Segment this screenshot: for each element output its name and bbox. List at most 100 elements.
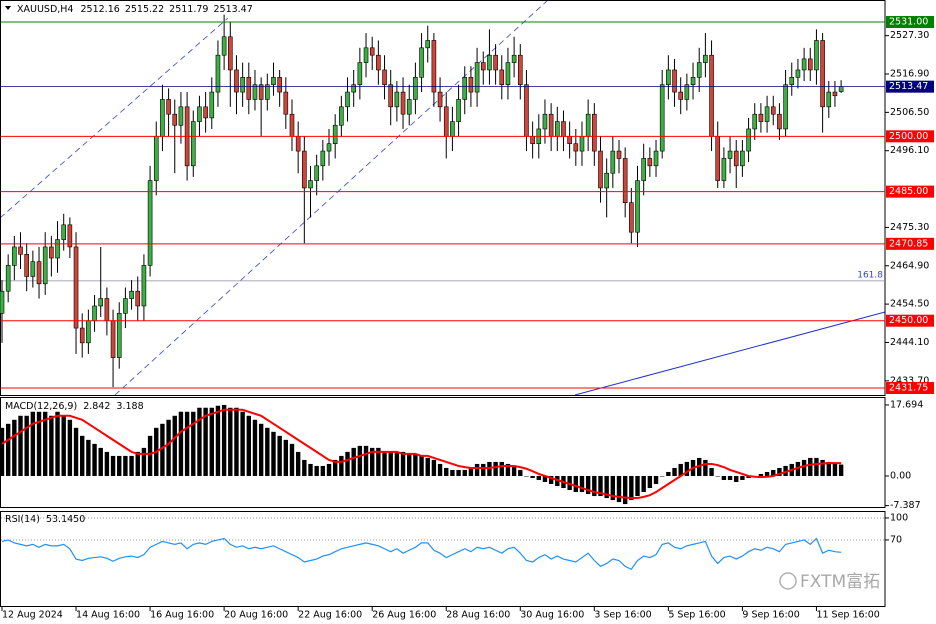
candle-body: [36, 261, 42, 285]
macd-bar: [86, 439, 91, 476]
level-label: 2500.00: [889, 131, 928, 142]
candle-body: [474, 62, 480, 93]
macd-bar: [98, 447, 103, 476]
macd-bar: [653, 475, 659, 485]
macd-bar: [598, 475, 603, 497]
candle-body: [277, 77, 282, 93]
y-tick-label: 100: [890, 512, 908, 523]
close: 2513.47: [213, 4, 252, 15]
candle-body: [92, 305, 97, 321]
macd-bar: [246, 415, 251, 476]
macd-bar: [42, 411, 48, 476]
macd-bar: [419, 455, 424, 476]
x-tick-label: 9 Sep 16:00: [742, 610, 799, 621]
y-tick-label: -7.387: [890, 500, 921, 511]
level-label: 2431.75: [889, 382, 928, 393]
candle-body: [215, 54, 221, 93]
candle-body: [517, 54, 523, 86]
y-tick-label: 2433.70: [890, 375, 929, 386]
candle-body: [221, 36, 227, 56]
macd-bar: [474, 463, 480, 476]
candle-body: [141, 265, 147, 307]
macd-bar: [777, 467, 782, 476]
candle-body: [554, 121, 560, 137]
candle-body: [462, 77, 468, 100]
macd-bar: [530, 475, 535, 478]
candle-body: [116, 313, 122, 358]
macd-bar: [431, 459, 437, 476]
macd-bar: [265, 427, 270, 476]
macd-bar: [30, 411, 36, 476]
macd-bar: [67, 419, 73, 476]
macd-bar: [110, 455, 116, 476]
macd-bar: [215, 405, 221, 476]
macd-bar: [622, 475, 628, 505]
macd-bar: [715, 475, 720, 477]
macd-bar: [659, 475, 665, 477]
candle-body: [592, 113, 597, 152]
y-tick-label: 2464.90: [890, 260, 929, 271]
candle-body: [770, 106, 776, 115]
level-box: [886, 237, 934, 250]
candle-body: [647, 158, 653, 167]
y-tick-label: 0.00: [890, 470, 911, 481]
level-label: 2450.00: [889, 315, 928, 326]
candle-body: [709, 54, 714, 137]
candle-body: [104, 298, 110, 321]
candle-body: [252, 84, 258, 100]
macd-bar: [24, 415, 29, 476]
macd-bar: [289, 443, 295, 476]
macd-bar: [641, 475, 646, 493]
candle-body: [5, 265, 11, 292]
candle-body: [450, 121, 455, 137]
candle-body: [376, 54, 381, 71]
candle-body: [746, 128, 751, 152]
candle-body: [339, 106, 344, 126]
macd-bar: [172, 415, 177, 476]
candle-body: [425, 40, 431, 49]
candle-body: [733, 150, 739, 167]
candle-body: [357, 62, 363, 86]
level-label: 2470.85: [889, 238, 928, 249]
candle-body: [542, 113, 548, 130]
candle-body: [499, 69, 505, 86]
candle-body: [431, 40, 437, 93]
macd-bar: [684, 461, 690, 476]
candle-body: [295, 136, 301, 152]
macd-bar: [499, 461, 504, 476]
y-tick-label: 2454.50: [890, 299, 929, 310]
candle-body: [110, 320, 116, 358]
level-box: [886, 381, 934, 394]
candle-body: [345, 91, 350, 108]
macd-bar: [678, 463, 683, 476]
candle-body: [653, 150, 659, 167]
candle-body: [437, 91, 443, 108]
candle-body: [795, 69, 801, 78]
macd-bar: [814, 457, 819, 476]
macd-bar: [740, 475, 745, 480]
candle-body: [0, 290, 5, 314]
macd-bar: [536, 475, 541, 480]
macd-bar: [481, 463, 486, 476]
macd-bar: [721, 475, 727, 480]
macd-bar: [308, 463, 313, 476]
macd-bar: [826, 461, 831, 476]
macd-bar: [18, 415, 23, 476]
candle-body: [172, 113, 178, 126]
macd-bar: [357, 445, 363, 476]
candle-body: [585, 113, 591, 137]
macd-bar: [437, 463, 443, 476]
macd-bar: [808, 457, 813, 476]
symbol: XAUUSD,H4: [17, 4, 73, 15]
y-tick-label: 70: [890, 534, 902, 545]
candle-body: [777, 113, 782, 130]
macd-bar: [703, 459, 708, 476]
macd-bar: [277, 435, 282, 476]
candle-body: [246, 77, 252, 100]
candle-body: [67, 224, 73, 248]
candle-body: [579, 136, 585, 152]
macd-bar: [55, 411, 60, 476]
macd-bar: [92, 443, 97, 476]
